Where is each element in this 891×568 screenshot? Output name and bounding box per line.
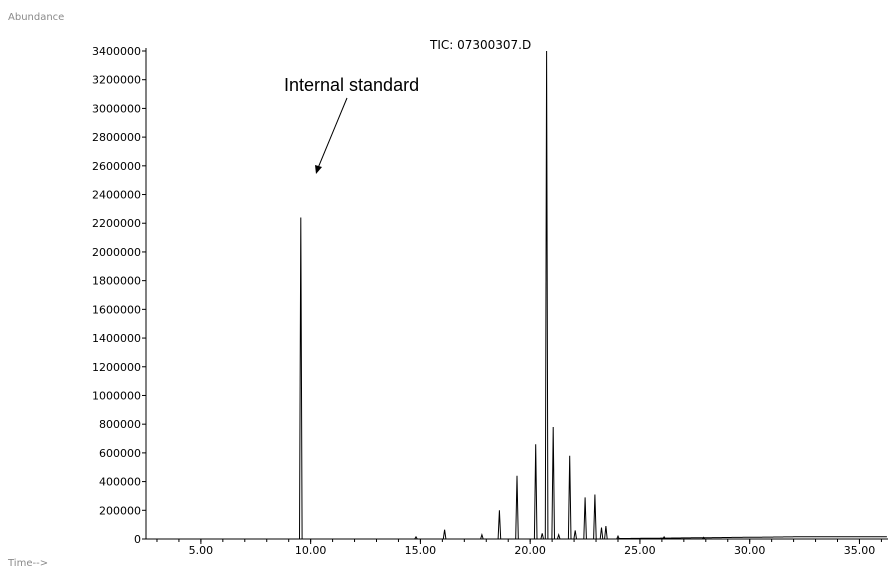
- peak: [599, 527, 604, 540]
- internal-standard-annotation: Internal standard: [284, 75, 419, 95]
- x-ticks: 5.00 10.00 15.00 20.00 25.00 30.00 35.00: [156, 539, 882, 557]
- peak: [480, 532, 484, 540]
- peak: [701, 536, 706, 540]
- y-tick-label: 2200000: [92, 217, 141, 230]
- peak: [593, 494, 597, 540]
- y-tick-label: 2000000: [92, 246, 141, 259]
- x-tick-label: 35.00: [844, 544, 876, 557]
- peak: [299, 217, 303, 540]
- x-tick-label: 25.00: [624, 544, 656, 557]
- peak: [604, 526, 608, 540]
- y-tick-label: 1800000: [92, 275, 141, 288]
- peak: [497, 510, 502, 540]
- y-tick-label: 2600000: [92, 160, 141, 173]
- y-tick-label: 400000: [99, 476, 141, 489]
- peak: [583, 497, 587, 540]
- y-tick-label: 800000: [99, 418, 141, 431]
- peaks: [299, 50, 706, 540]
- peak: [567, 455, 572, 540]
- x-tick-label: 15.00: [405, 544, 437, 557]
- x-tick-label: 5.00: [189, 544, 214, 557]
- peak: [551, 426, 555, 540]
- y-tick-label: 200000: [99, 504, 141, 517]
- x-axis-label: Time-->: [7, 558, 48, 568]
- peak: [533, 444, 538, 540]
- y-tick-label: 0: [134, 533, 141, 546]
- peak: [616, 534, 620, 540]
- y-tick-label: 1600000: [92, 303, 141, 316]
- y-tick-label: 1000000: [92, 389, 141, 402]
- peak: [544, 50, 549, 540]
- y-tick-label: 2400000: [92, 189, 141, 202]
- y-tick-label: 1200000: [92, 361, 141, 374]
- chart-title: TIC: 07300307.D: [429, 38, 531, 52]
- peak: [556, 532, 561, 540]
- y-tick-label: 600000: [99, 447, 141, 460]
- axes: [145, 48, 888, 540]
- x-tick-label: 10.00: [295, 544, 327, 557]
- x-tick-label: 20.00: [514, 544, 546, 557]
- y-axis-label: Abundance: [8, 12, 64, 23]
- y-tick-label: 3400000: [92, 45, 141, 58]
- x-tick-label: 30.00: [734, 544, 766, 557]
- peak: [540, 533, 544, 540]
- y-ticks: 0 200000 400000 600000 800000 1000000 1200000 1…: [92, 45, 146, 546]
- peak: [414, 535, 418, 540]
- tic-trace-line: [146, 536, 887, 540]
- annotation-arrow-head: [315, 165, 322, 174]
- y-tick-label: 1400000: [92, 332, 141, 345]
- annotation-arrow-line: [317, 97, 348, 169]
- peak: [442, 529, 447, 540]
- y-tick-label: 3000000: [92, 102, 141, 115]
- peak: [515, 475, 519, 540]
- y-tick-label: 2800000: [92, 131, 141, 144]
- peak: [662, 535, 666, 540]
- peak: [573, 530, 577, 540]
- y-tick-label: 3200000: [92, 74, 141, 87]
